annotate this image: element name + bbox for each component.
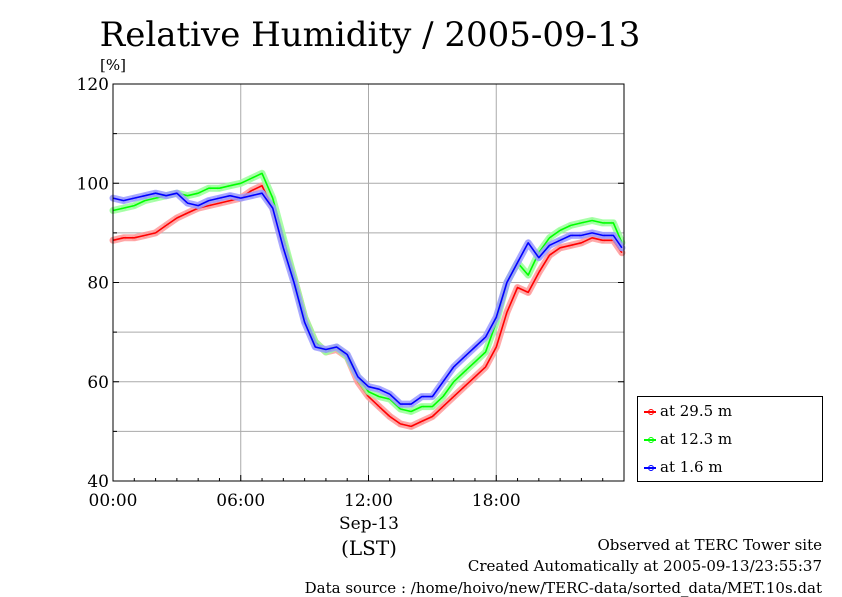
data-point: [174, 215, 180, 221]
series-band: [109, 189, 626, 408]
legend-swatch-blue: [644, 465, 656, 471]
data-point: [557, 237, 563, 244]
y-tick-label: 80: [87, 274, 109, 294]
data-point: [429, 413, 436, 420]
data-point: [248, 175, 255, 181]
series-1: [109, 169, 626, 415]
chart-title: Relative Humidity / 2005-09-13: [100, 15, 641, 55]
data-point: [536, 254, 542, 261]
data-point: [419, 418, 425, 425]
y-tick-label: 60: [87, 373, 109, 393]
legend-item-29-5m: at 29.5 m: [644, 401, 732, 421]
y-tick-label: 100: [77, 174, 109, 194]
footer-created: Created Automatically at 2005-09-13/23:5…: [467, 557, 822, 575]
x-tick-label: 06:00: [216, 491, 265, 511]
data-point: [514, 284, 521, 291]
data-point: [557, 227, 563, 234]
data-point: [344, 351, 350, 358]
legend-label: at 12.3 m: [660, 430, 733, 448]
x-axis-label: (LST): [341, 536, 397, 560]
data-point: [472, 359, 478, 365]
data-point: [461, 384, 468, 390]
data-point: [355, 374, 361, 380]
x-tick-label: 18:00: [472, 491, 521, 511]
data-point: [440, 379, 446, 385]
data-point: [461, 354, 468, 360]
legend: at 29.5 m at 12.3 m at 1.6 m: [637, 396, 823, 482]
data-point: [546, 252, 553, 258]
legend-item-12-3m: at 12.3 m: [644, 429, 732, 449]
legend-label: at 1.6 m: [660, 458, 723, 476]
data-point: [376, 403, 382, 410]
data-point: [387, 413, 393, 420]
y-axis-unit-label: [%]: [100, 56, 126, 74]
footer-datasource: Data source : /home/hoivo/new/TERC-data/…: [304, 579, 822, 597]
data-point: [525, 240, 531, 246]
data-point: [440, 403, 446, 410]
data-point: [461, 369, 468, 375]
data-point: [450, 364, 457, 370]
series-layer: [109, 169, 626, 430]
series-2: [109, 189, 626, 408]
footer-observed: Observed at TERC Tower site: [597, 536, 822, 554]
data-point: [450, 393, 457, 400]
data-point: [525, 289, 531, 296]
data-point: [259, 170, 265, 177]
grid-layer: [113, 84, 624, 481]
data-point: [482, 364, 489, 370]
data-point: [472, 374, 478, 380]
data-point: [536, 269, 542, 276]
legend-item-1-6m: at 1.6 m: [644, 457, 723, 477]
data-point: [546, 242, 553, 248]
legend-label: at 29.5 m: [660, 402, 733, 420]
data-point: [472, 344, 478, 350]
data-point: [525, 272, 531, 278]
data-point: [514, 259, 521, 266]
data-point: [450, 379, 457, 385]
axis-layer: 40 60 80 100 120 00:00 06:00 12:00 18:00: [77, 75, 624, 511]
data-point: [482, 334, 489, 340]
y-tick-label: 40: [87, 472, 109, 492]
data-point: [184, 210, 191, 216]
legend-swatch-red: [644, 409, 656, 415]
series-line: [112, 192, 623, 405]
data-point: [546, 235, 553, 241]
y-tick-label: 120: [77, 75, 109, 95]
x-axis-date-label: Sep-13: [339, 514, 399, 534]
legend-swatch-green: [644, 437, 656, 443]
x-tick-label: 00:00: [89, 491, 138, 511]
data-point: [440, 393, 446, 400]
data-point: [387, 391, 393, 397]
x-tick-label: 12:00: [344, 491, 393, 511]
data-point: [163, 222, 169, 229]
